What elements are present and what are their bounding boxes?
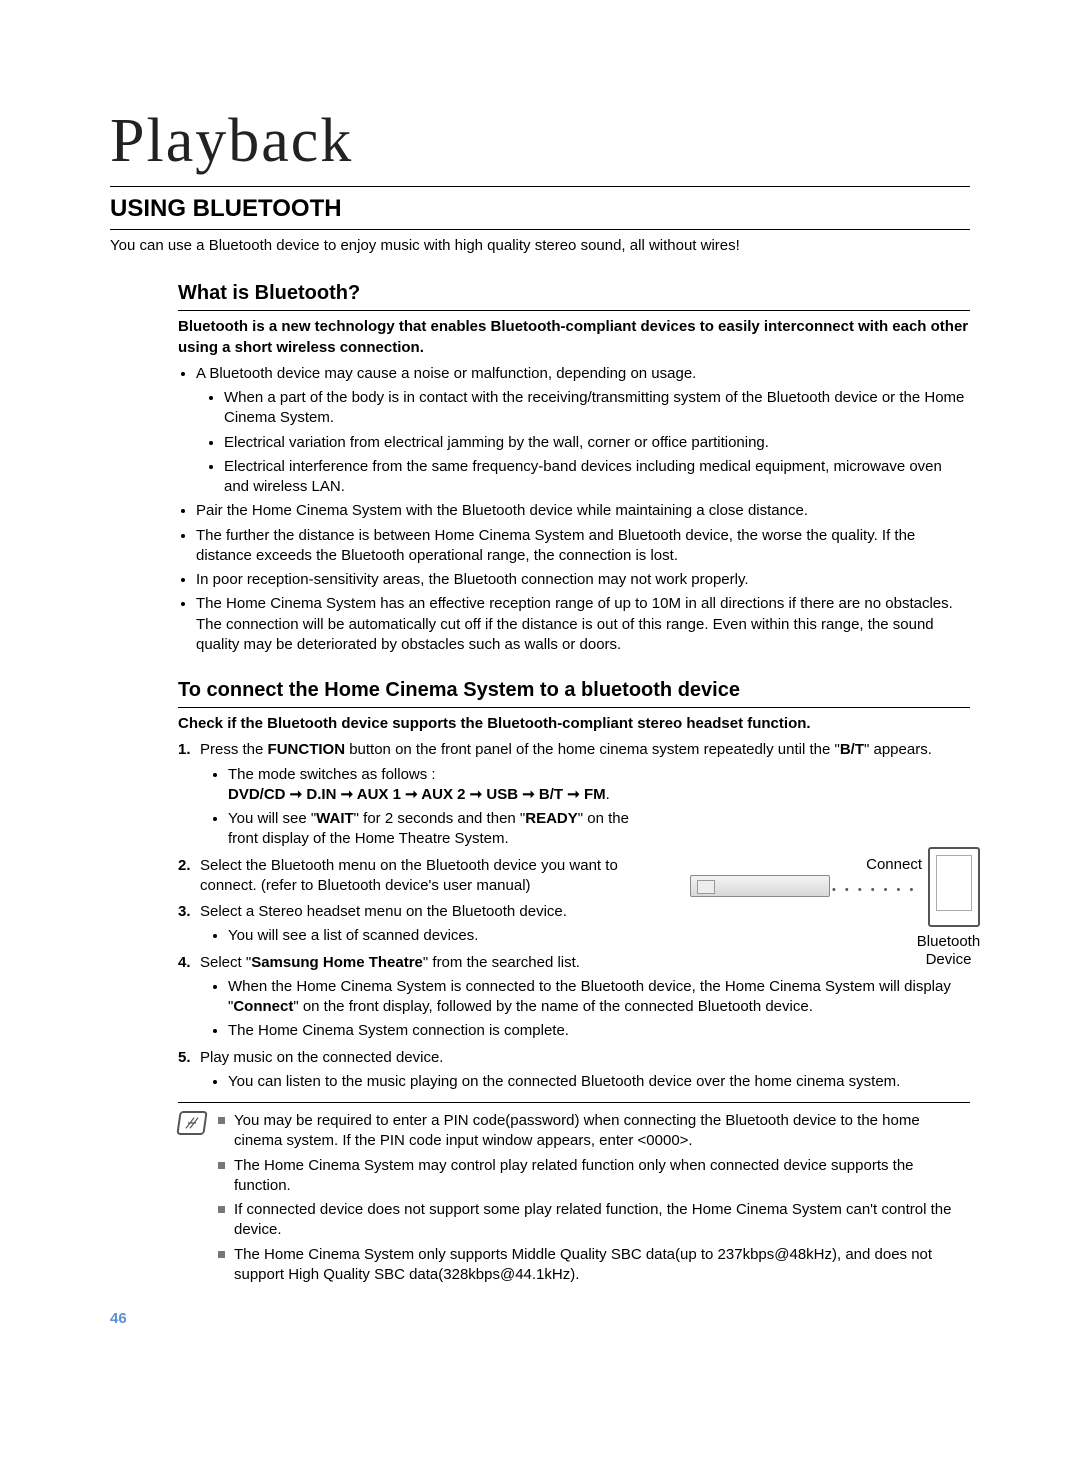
t: Press the (200, 741, 268, 758)
chapter-title: Playback (110, 100, 970, 184)
sub-bullet-list: You can listen to the music playing on t… (228, 1072, 970, 1092)
list-item: The Home Cinema System only supports Mid… (218, 1245, 970, 1286)
lead-text: Bluetooth is a new technology that enabl… (178, 317, 970, 358)
t: B/T (840, 741, 864, 758)
list-item: When a part of the body is in contact wi… (224, 388, 970, 429)
steps-list: 1. Press the FUNCTION button on the fron… (178, 740, 970, 1092)
step-item: 1. Press the FUNCTION button on the fron… (178, 740, 970, 849)
lead-text: Check if the Bluetooth device supports t… (178, 714, 970, 734)
sub-heading-connect: To connect the Home Cinema System to a b… (178, 677, 970, 708)
note-list: You may be required to enter a PIN code(… (218, 1111, 970, 1285)
step-text: Play music on the connected device. (200, 1049, 443, 1066)
list-item: You may be required to enter a PIN code(… (218, 1111, 970, 1152)
list-item: The further the distance is between Home… (196, 526, 970, 567)
list-item: Pair the Home Cinema System with the Blu… (196, 501, 970, 521)
list-item: You will see a list of scanned devices. (228, 926, 648, 946)
list-item: A Bluetooth device may cause a noise or … (196, 364, 970, 498)
section-title: USING BLUETOOTH (110, 193, 970, 230)
list-text: A Bluetooth device may cause a noise or … (196, 365, 696, 382)
step-text: Press the FUNCTION button on the front p… (200, 741, 932, 758)
t: READY (525, 810, 578, 827)
t: " on the front display, followed by the … (293, 998, 813, 1015)
step-number: 5. (178, 1048, 191, 1068)
list-item: The mode switches as follows : DVD/CD ➞ … (228, 765, 648, 806)
list-item: Electrical interference from the same fr… (224, 457, 970, 498)
step-item: 2. Select the Bluetooth menu on the Blue… (178, 856, 970, 897)
step-text: Select the Bluetooth menu on the Bluetoo… (200, 856, 620, 897)
list-item: In poor reception-sensitivity areas, the… (196, 570, 970, 590)
step-item: 4. Select "Samsung Home Theatre" from th… (178, 953, 970, 1042)
list-item: The Home Cinema System has an effective … (196, 594, 970, 655)
list-item: If connected device does not support som… (218, 1200, 970, 1241)
sub-bullet-list: The mode switches as follows : DVD/CD ➞ … (228, 765, 648, 850)
t: Select " (200, 954, 251, 971)
t: DVD/CD ➞ D.IN ➞ AUX 1 ➞ AUX 2 ➞ USB ➞ B/… (228, 786, 606, 803)
note-block: You may be required to enter a PIN code(… (178, 1102, 970, 1285)
t: Connect (233, 998, 293, 1015)
t: You will see " (228, 810, 316, 827)
bullet-list: A Bluetooth device may cause a noise or … (196, 364, 970, 655)
t: " for 2 seconds and then " (354, 810, 526, 827)
t: " appears. (864, 741, 932, 758)
sub-bullet-list: When the Home Cinema System is connected… (228, 977, 970, 1042)
sub-heading-what-is-bluetooth: What is Bluetooth? (178, 280, 970, 311)
step-number: 2. (178, 856, 191, 876)
list-item: You can listen to the music playing on t… (228, 1072, 970, 1092)
step-number: 1. (178, 740, 191, 760)
list-item: The Home Cinema System connection is com… (228, 1021, 970, 1041)
step-text: Select a Stereo headset menu on the Blue… (200, 902, 567, 922)
t: The mode switches as follows : (228, 766, 436, 783)
list-item: You will see "WAIT" for 2 seconds and th… (228, 809, 648, 850)
divider (110, 186, 970, 187)
step-item: 5. Play music on the connected device. Y… (178, 1048, 970, 1093)
page-number: 46 (110, 1309, 970, 1329)
list-item: Electrical variation from electrical jam… (224, 433, 970, 453)
t: Samsung Home Theatre (251, 954, 423, 971)
step-number: 4. (178, 953, 191, 973)
sub-bullet-list: When a part of the body is in contact wi… (224, 388, 970, 497)
list-item: When the Home Cinema System is connected… (228, 977, 970, 1018)
intro-text: You can use a Bluetooth device to enjoy … (110, 236, 970, 256)
step-item: 3. Select a Stereo headset menu on the B… (178, 902, 970, 947)
sub-bullet-list: You will see a list of scanned devices. (228, 926, 648, 946)
t: WAIT (316, 810, 354, 827)
note-icon (176, 1111, 207, 1135)
t: FUNCTION (268, 741, 346, 758)
t: " from the searched list. (423, 954, 580, 971)
step-number: 3. (178, 902, 191, 922)
t: . (606, 786, 610, 803)
t: button on the front panel of the home ci… (345, 741, 840, 758)
list-item: The Home Cinema System may control play … (218, 1156, 970, 1197)
step-text: Select "Samsung Home Theatre" from the s… (200, 953, 580, 973)
